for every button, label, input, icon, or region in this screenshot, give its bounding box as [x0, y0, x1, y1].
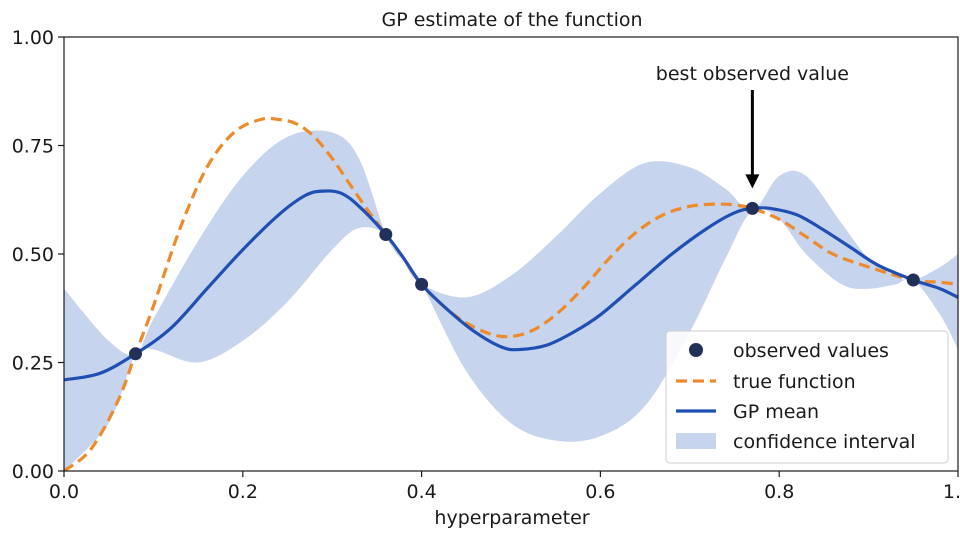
annotation-layer: best observed value	[656, 63, 849, 189]
y-tick-label: 0.75	[12, 136, 54, 158]
legend-item-gp-mean: GP mean	[676, 401, 819, 423]
legend-item-true-function: true function	[676, 371, 856, 393]
y-tick-label: 0.00	[12, 461, 54, 483]
annotation-best-observed-value: best observed value	[656, 63, 849, 85]
x-tick-label: 0.2	[228, 481, 258, 503]
legend-label-confidence-interval: confidence interval	[733, 431, 916, 453]
legend-label-gp-mean: GP mean	[733, 401, 819, 423]
legend-swatch-confidence-interval	[676, 433, 716, 449]
x-tick-label: 0.6	[585, 481, 615, 503]
observed-point-1	[129, 347, 142, 361]
observed-point-5	[906, 273, 920, 287]
y-tick-label: 1.00	[12, 27, 54, 49]
x-axis: 0.0 0.2 0.4 0.6 0.8 1.0	[49, 471, 960, 503]
y-tick-label: 0.25	[12, 353, 54, 375]
plot-area	[64, 116, 958, 471]
legend: observed values true function GP mean co…	[665, 330, 949, 464]
x-tick-label: 0.0	[49, 481, 79, 503]
x-axis-label: hyperparameter	[434, 507, 589, 529]
observed-point-3	[415, 277, 429, 291]
observed-points-layer	[129, 201, 920, 361]
confidence-band-layer	[64, 130, 958, 471]
y-tick-label: 0.50	[12, 244, 54, 266]
legend-box	[665, 330, 949, 464]
observed-point-2	[379, 228, 393, 241]
x-tick-label: 1.0	[943, 481, 960, 503]
chart-title: GP estimate of the function	[381, 9, 642, 31]
legend-item-confidence-interval: confidence interval	[676, 431, 916, 453]
y-axis: 0.00 0.25 0.50 0.75 1.00	[12, 27, 64, 483]
x-tick-label: 0.8	[764, 481, 794, 503]
annotation-arrowhead	[745, 174, 760, 189]
legend-swatch-observed-values	[689, 343, 703, 357]
legend-item-observed-values: observed values	[689, 340, 889, 362]
legend-label-observed-values: observed values	[733, 340, 889, 362]
legend-label-true-function: true function	[733, 371, 856, 393]
x-tick-label: 0.4	[406, 481, 436, 503]
series-confidence-interval-band	[64, 130, 958, 471]
line-layer	[64, 116, 958, 471]
series-GP-mean-line	[64, 189, 958, 382]
observed-point-4	[745, 201, 759, 215]
